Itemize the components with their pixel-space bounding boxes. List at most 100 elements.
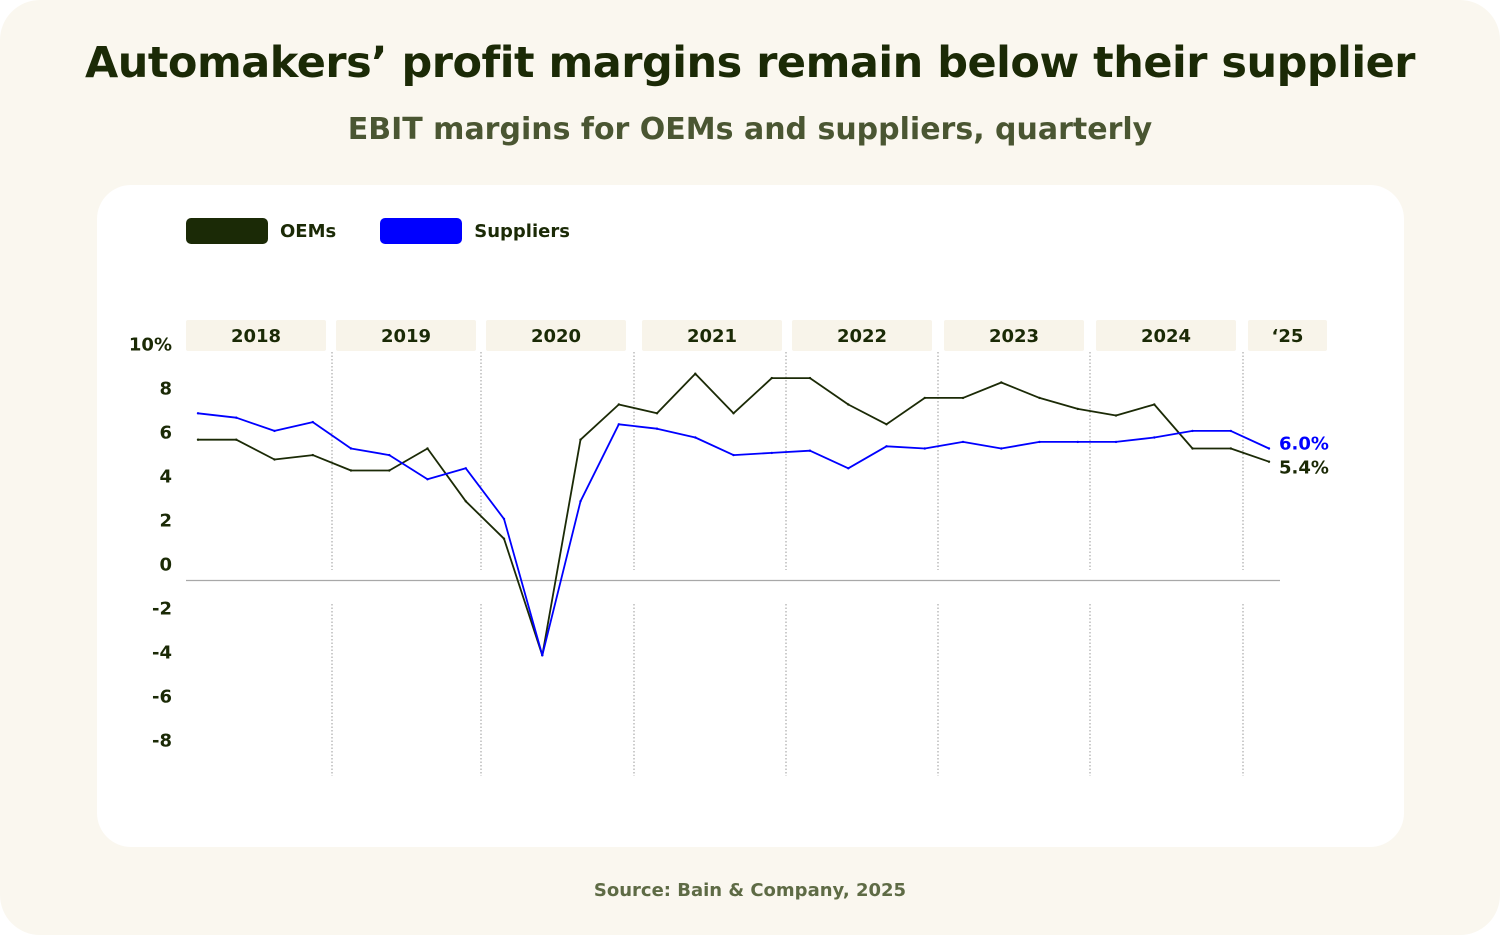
data-point-oems — [196, 438, 200, 441]
year-tab — [336, 320, 476, 351]
data-point-suppliers — [1076, 440, 1080, 444]
year-label: 2020 — [531, 326, 581, 347]
data-point-oems — [1038, 396, 1041, 400]
data-point-suppliers — [235, 416, 238, 419]
legend-item-oems[interactable]: OEMs — [186, 218, 336, 244]
legend-swatch-suppliers — [380, 218, 463, 244]
year-label: 2023 — [989, 326, 1039, 347]
data-point-oems — [732, 412, 735, 415]
data-point-suppliers — [388, 453, 391, 457]
data-point-suppliers — [579, 500, 582, 503]
data-point-suppliers — [617, 423, 620, 426]
data-point-suppliers — [1153, 436, 1156, 439]
year-tab — [186, 320, 326, 351]
data-point-suppliers — [502, 517, 506, 521]
year-label: 2024 — [1141, 326, 1191, 347]
y-tick-label: -6 — [152, 687, 172, 708]
data-point-oems — [1000, 381, 1003, 384]
data-point-oems — [808, 376, 812, 380]
data-point-suppliers — [847, 467, 850, 470]
data-point-oems — [885, 423, 888, 426]
data-point-suppliers — [694, 436, 697, 439]
chart-card — [97, 185, 1404, 847]
data-point-suppliers — [426, 478, 429, 481]
source-note: Source: Bain & Company, 2025 — [593, 880, 907, 901]
data-point-suppliers — [655, 427, 659, 430]
year-label: 2018 — [231, 326, 281, 347]
legend-label-suppliers: Suppliers — [474, 220, 570, 242]
data-point-oems — [1267, 460, 1271, 463]
year-tab — [944, 320, 1084, 351]
data-point-oems — [388, 469, 391, 472]
chart-subtitle: EBIT margins for OEMs and suppliers, qua… — [347, 112, 1153, 147]
year-label: 2021 — [687, 326, 737, 347]
chart-title: Automakers’ profit margins remain below … — [84, 38, 1416, 88]
data-point-oems — [694, 372, 697, 375]
data-point-oems — [923, 396, 926, 400]
data-point-suppliers — [196, 412, 200, 415]
data-point-oems — [311, 453, 314, 457]
data-point-suppliers — [1000, 447, 1003, 450]
y-tick-label: 10% — [129, 335, 172, 356]
year-label: 2019 — [381, 326, 431, 347]
data-point-suppliers — [732, 453, 735, 457]
data-point-suppliers — [541, 654, 544, 657]
data-point-oems — [579, 438, 582, 441]
series-line-suppliers — [197, 412, 1270, 657]
data-point-suppliers — [961, 440, 965, 444]
data-point-oems — [1076, 407, 1080, 411]
legend-swatch-oems — [186, 218, 268, 244]
data-point-oems — [770, 376, 773, 380]
data-point-oems — [961, 396, 965, 400]
end-label-oems: 5.4% — [1279, 458, 1329, 479]
year-tab — [792, 320, 932, 351]
data-point-suppliers — [1267, 447, 1271, 450]
legend-label-oems: OEMs — [280, 220, 337, 242]
data-point-oems — [1114, 414, 1118, 417]
data-point-suppliers — [311, 420, 314, 424]
data-point-suppliers — [349, 447, 353, 450]
year-tab — [642, 320, 782, 351]
data-point-oems — [847, 403, 850, 406]
y-tick-label: -8 — [152, 731, 172, 752]
data-point-suppliers — [923, 447, 926, 450]
data-point-oems — [655, 412, 659, 415]
y-tick-label: 2 — [159, 511, 172, 532]
year-tab — [1096, 320, 1236, 351]
year-label: 2022 — [837, 326, 887, 347]
y-tick-label: 6 — [159, 423, 172, 444]
data-point-oems — [1191, 447, 1194, 450]
data-point-suppliers — [808, 449, 812, 452]
y-tick-label: -4 — [152, 643, 172, 664]
data-point-oems — [426, 447, 429, 450]
data-point-oems — [273, 458, 276, 461]
data-point-suppliers — [885, 445, 888, 448]
data-point-suppliers — [1038, 440, 1041, 444]
data-point-suppliers — [464, 467, 467, 470]
end-label-suppliers: 6.0% — [1279, 434, 1329, 455]
y-tick-label: -2 — [152, 599, 172, 620]
data-point-oems — [1229, 447, 1233, 450]
data-point-oems — [464, 500, 467, 503]
year-tab — [486, 320, 626, 351]
chart-legend: OEMs Suppliers — [186, 218, 614, 244]
series-line-oems — [197, 372, 1270, 657]
data-point-suppliers — [1229, 429, 1233, 433]
year-tab — [1248, 320, 1327, 351]
data-point-suppliers — [1191, 429, 1194, 433]
year-label: ‘25 — [1272, 326, 1304, 347]
legend-item-suppliers[interactable]: Suppliers — [380, 218, 570, 244]
y-tick-label: 4 — [159, 467, 172, 488]
data-point-oems — [1153, 403, 1156, 406]
data-point-oems — [349, 469, 353, 472]
data-point-suppliers — [1114, 440, 1118, 444]
data-point-oems — [235, 438, 238, 441]
data-point-oems — [617, 403, 620, 406]
data-point-suppliers — [770, 451, 773, 455]
data-point-oems — [502, 537, 506, 540]
data-point-suppliers — [273, 429, 276, 433]
y-tick-label: 8 — [159, 379, 172, 400]
y-tick-label: 0 — [159, 555, 172, 576]
